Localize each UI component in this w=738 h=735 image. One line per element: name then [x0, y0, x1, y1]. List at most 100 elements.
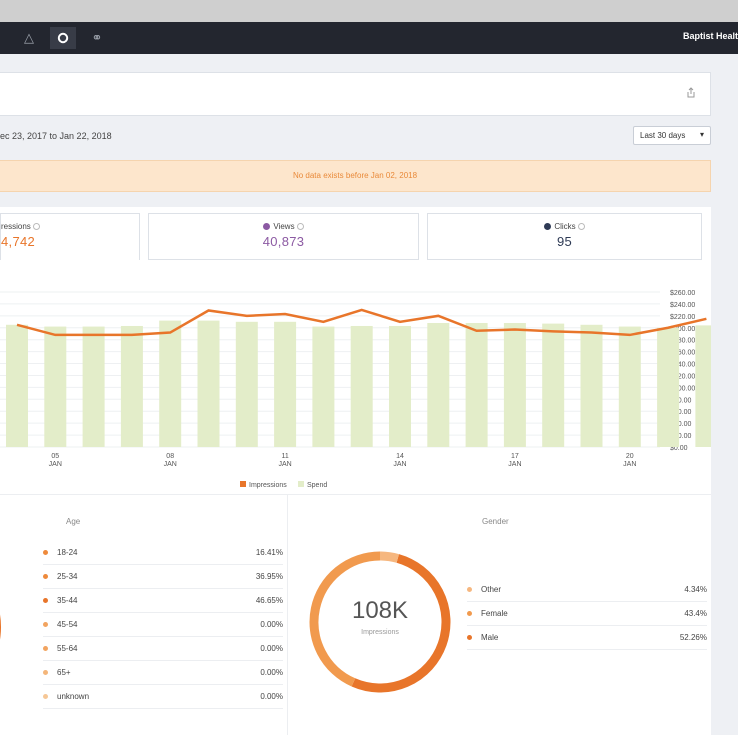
- list-item: 45-54 0.00%: [43, 613, 283, 637]
- spend-bar[interactable]: [389, 325, 411, 447]
- spend-bar[interactable]: [427, 323, 450, 447]
- legend-spend-swatch: [298, 481, 304, 487]
- spend-bar[interactable]: [159, 320, 182, 447]
- y-tick-label: $40.00: [670, 421, 692, 428]
- range-select-value: Last 30 days: [640, 131, 686, 140]
- impressions-label-wrap: ressions: [1, 222, 139, 231]
- views-label: Views: [273, 222, 295, 231]
- spend-bar[interactable]: [197, 320, 220, 447]
- row-value: 0.00%: [260, 692, 283, 701]
- y-tick-label: $100.00: [670, 385, 695, 392]
- brand-name: Baptist Healt: [682, 31, 738, 41]
- x-tick-day: 05: [51, 453, 59, 460]
- impressions-label: ressions: [1, 222, 31, 231]
- x-tick-day: 11: [281, 453, 288, 460]
- main-card: [0, 207, 711, 735]
- tab-impressions[interactable]: ressions 4,742: [0, 213, 140, 260]
- spend-bar[interactable]: [274, 321, 297, 447]
- top-navbar: △ ⚭ Baptist Healt: [0, 22, 738, 54]
- browser-chrome-strip: [0, 0, 738, 22]
- clicks-label-wrap: Clicks: [428, 222, 701, 231]
- donut-slice[interactable]: [379, 551, 399, 563]
- spend-bar[interactable]: [312, 326, 335, 447]
- legend-dot: [467, 587, 472, 592]
- row-value: 16.41%: [255, 548, 283, 557]
- row-value: 43.4%: [684, 609, 707, 618]
- views-dot: [263, 223, 271, 230]
- range-select[interactable]: Last 30 days ▾: [633, 126, 711, 145]
- gender-total-label: Impressions: [361, 629, 399, 636]
- clicks-dot: [544, 223, 552, 230]
- spend-bar[interactable]: [350, 325, 373, 447]
- spend-bar[interactable]: [695, 325, 711, 447]
- row-label: 65+: [57, 668, 71, 677]
- impressions-value: 4,742: [1, 234, 36, 249]
- x-tick-month: JAN: [49, 461, 62, 468]
- alert-message: No data exists before Jan 02, 2018: [292, 171, 418, 180]
- spend-bar[interactable]: [657, 327, 680, 447]
- date-range-text: ec 23, 2017 to Jan 22, 2018: [0, 131, 112, 141]
- x-tick-month: JAN: [623, 461, 636, 468]
- y-tick-label: $80.00: [670, 397, 692, 404]
- views-value: 40,873: [262, 234, 305, 249]
- list-item: 35-44 46.65%: [43, 589, 283, 613]
- x-tick-month: JAN: [508, 461, 521, 468]
- spend-bar[interactable]: [6, 324, 28, 447]
- link-icon[interactable]: ⚭: [91, 30, 103, 45]
- tab-views[interactable]: Views 40,873: [148, 213, 419, 260]
- divider: [0, 494, 711, 495]
- triangle-icon[interactable]: △: [24, 30, 34, 45]
- y-tick-label: $200.00: [670, 326, 695, 333]
- clicks-value: 95: [556, 234, 573, 249]
- list-item: 65+ 0.00%: [43, 661, 283, 685]
- spend-bar[interactable]: [235, 321, 258, 447]
- spend-bar[interactable]: [44, 326, 67, 447]
- info-icon: [577, 223, 585, 230]
- spend-bar[interactable]: [503, 323, 526, 447]
- legend-impressions-swatch: [240, 481, 246, 487]
- spend-bar[interactable]: [465, 323, 488, 447]
- share-icon[interactable]: [684, 87, 698, 101]
- y-tick-label: $0.00: [670, 445, 688, 452]
- nav-item-partial[interactable]: [0, 27, 8, 49]
- row-value: 46.65%: [255, 596, 283, 605]
- spend-bar[interactable]: [120, 325, 143, 447]
- ring-icon[interactable]: [50, 27, 76, 49]
- x-tick-day: 20: [626, 453, 634, 460]
- y-tick-label: $160.00: [670, 350, 695, 357]
- row-label: 45-54: [57, 620, 78, 629]
- spend-bar[interactable]: [580, 324, 603, 447]
- spend-bar[interactable]: [618, 326, 641, 447]
- legend-impressions-label[interactable]: Impressions: [249, 482, 287, 489]
- list-item: Female 43.4%: [467, 602, 707, 626]
- x-tick-month: JAN: [164, 461, 177, 468]
- row-value: 36.95%: [255, 572, 283, 581]
- y-tick-label: $60.00: [670, 409, 692, 416]
- clicks-label: Clicks: [554, 222, 576, 231]
- y-tick-label: $140.00: [670, 362, 695, 369]
- row-value: 0.00%: [260, 620, 283, 629]
- x-tick-day: 08: [166, 453, 174, 460]
- list-item: 18-24 16.41%: [43, 541, 283, 565]
- spend-bar[interactable]: [542, 323, 565, 447]
- tab-clicks[interactable]: Clicks 95: [427, 213, 702, 260]
- views-label-wrap: Views: [149, 222, 418, 231]
- gender-donut: [309, 551, 451, 693]
- legend-spend-label[interactable]: Spend: [307, 482, 327, 489]
- donut-slice[interactable]: [351, 554, 451, 693]
- donut-slice[interactable]: [309, 551, 381, 687]
- row-value: 4.34%: [684, 585, 707, 594]
- y-tick-label: $120.00: [670, 373, 695, 380]
- impressions-line[interactable]: [16, 308, 707, 337]
- row-label: Other: [481, 585, 502, 594]
- ring-icon-svg: [57, 32, 69, 44]
- row-label: 18-24: [57, 548, 78, 557]
- row-value: 52.26%: [679, 633, 707, 642]
- legend-dot: [43, 550, 48, 555]
- share-icon-svg: [687, 87, 695, 98]
- row-label: 35-44: [57, 596, 78, 605]
- gender-title: Gender: [482, 517, 509, 526]
- chart-legend: Impressions Spend: [240, 481, 327, 489]
- spend-bar[interactable]: [82, 326, 105, 447]
- row-label: 25-34: [57, 572, 78, 581]
